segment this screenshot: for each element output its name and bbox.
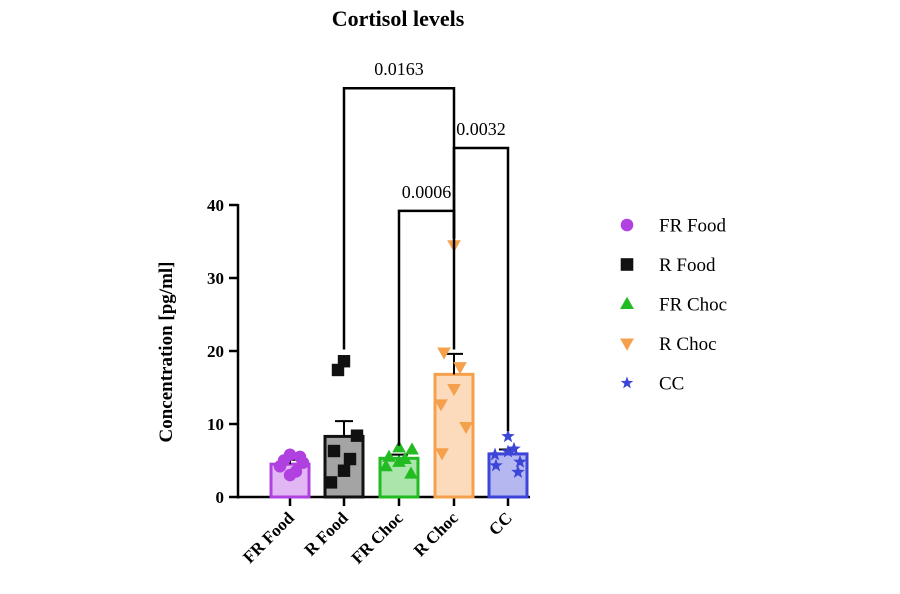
sig-bracket-1: [452, 146, 510, 432]
point-4-0: [501, 429, 515, 443]
chart-title: Cortisol levels: [332, 6, 465, 31]
x-tick-label-3: R Choc: [410, 508, 462, 560]
point-1-6: [324, 476, 338, 489]
y-tick-label-40: 40: [207, 196, 224, 215]
significance-brackets: 0.0163 0.0032 0.0006: [342, 59, 510, 446]
y-tick-label-0: 0: [216, 488, 225, 507]
point-0-4: [273, 460, 287, 473]
point-0-6: [283, 468, 297, 482]
sig-label-2: 0.0006: [402, 182, 452, 202]
legend-marker-3: [620, 338, 634, 351]
y-tick-label-10: 10: [207, 415, 224, 434]
x-tick-label-0: FR Food: [239, 508, 298, 567]
y-tick-label-30: 30: [207, 269, 224, 288]
legend-label-0: FR Food: [659, 216, 727, 237]
y-axis-title: Concentration [pg/ml]: [156, 261, 177, 442]
point-3-3: [447, 384, 461, 397]
x-tick-label-2: FR Choc: [348, 508, 407, 567]
legend-marker-2: [620, 296, 634, 310]
point-2-0: [392, 440, 406, 453]
legend-label-1: R Food: [659, 255, 716, 276]
sig-bracket-2: [397, 209, 456, 446]
point-1-2: [350, 429, 364, 442]
point-3-1: [437, 347, 451, 360]
point-3-4: [434, 399, 448, 412]
point-4-2: [501, 444, 515, 458]
point-1-4: [343, 452, 357, 466]
point-4-3: [488, 447, 502, 461]
point-3-6: [435, 448, 449, 461]
legend: FR Food R Food FR Choc R Choc CC: [620, 216, 727, 395]
sig-label-0: 0.0163: [374, 59, 424, 79]
point-2-4: [392, 454, 406, 467]
point-2-2: [382, 449, 396, 462]
legend-label-3: R Choc: [659, 334, 717, 355]
point-2-1: [405, 442, 419, 455]
point-4-6: [511, 465, 525, 478]
legend-label-2: FR Choc: [659, 295, 727, 316]
legend-marker-1: [620, 258, 634, 271]
point-2-6: [404, 466, 418, 479]
sig-label-1: 0.0032: [456, 119, 506, 139]
x-tick-label-1: R Food: [301, 508, 353, 560]
point-2-5: [379, 459, 393, 472]
point-0-3: [296, 456, 310, 469]
legend-marker-4: [620, 376, 634, 389]
point-3-2: [453, 362, 467, 375]
legend-label-4: CC: [659, 374, 684, 395]
point-4-1: [507, 441, 521, 455]
point-1-3: [327, 444, 341, 458]
point-1-5: [337, 464, 351, 477]
data-points: [273, 240, 527, 489]
y-tick-label-20: 20: [207, 342, 224, 361]
x-tick-label-4: CC: [485, 508, 516, 539]
point-4-5: [489, 458, 503, 472]
point-3-5: [459, 421, 473, 435]
legend-marker-0: [620, 218, 634, 232]
point-1-1: [331, 363, 345, 377]
point-4-4: [513, 454, 527, 468]
